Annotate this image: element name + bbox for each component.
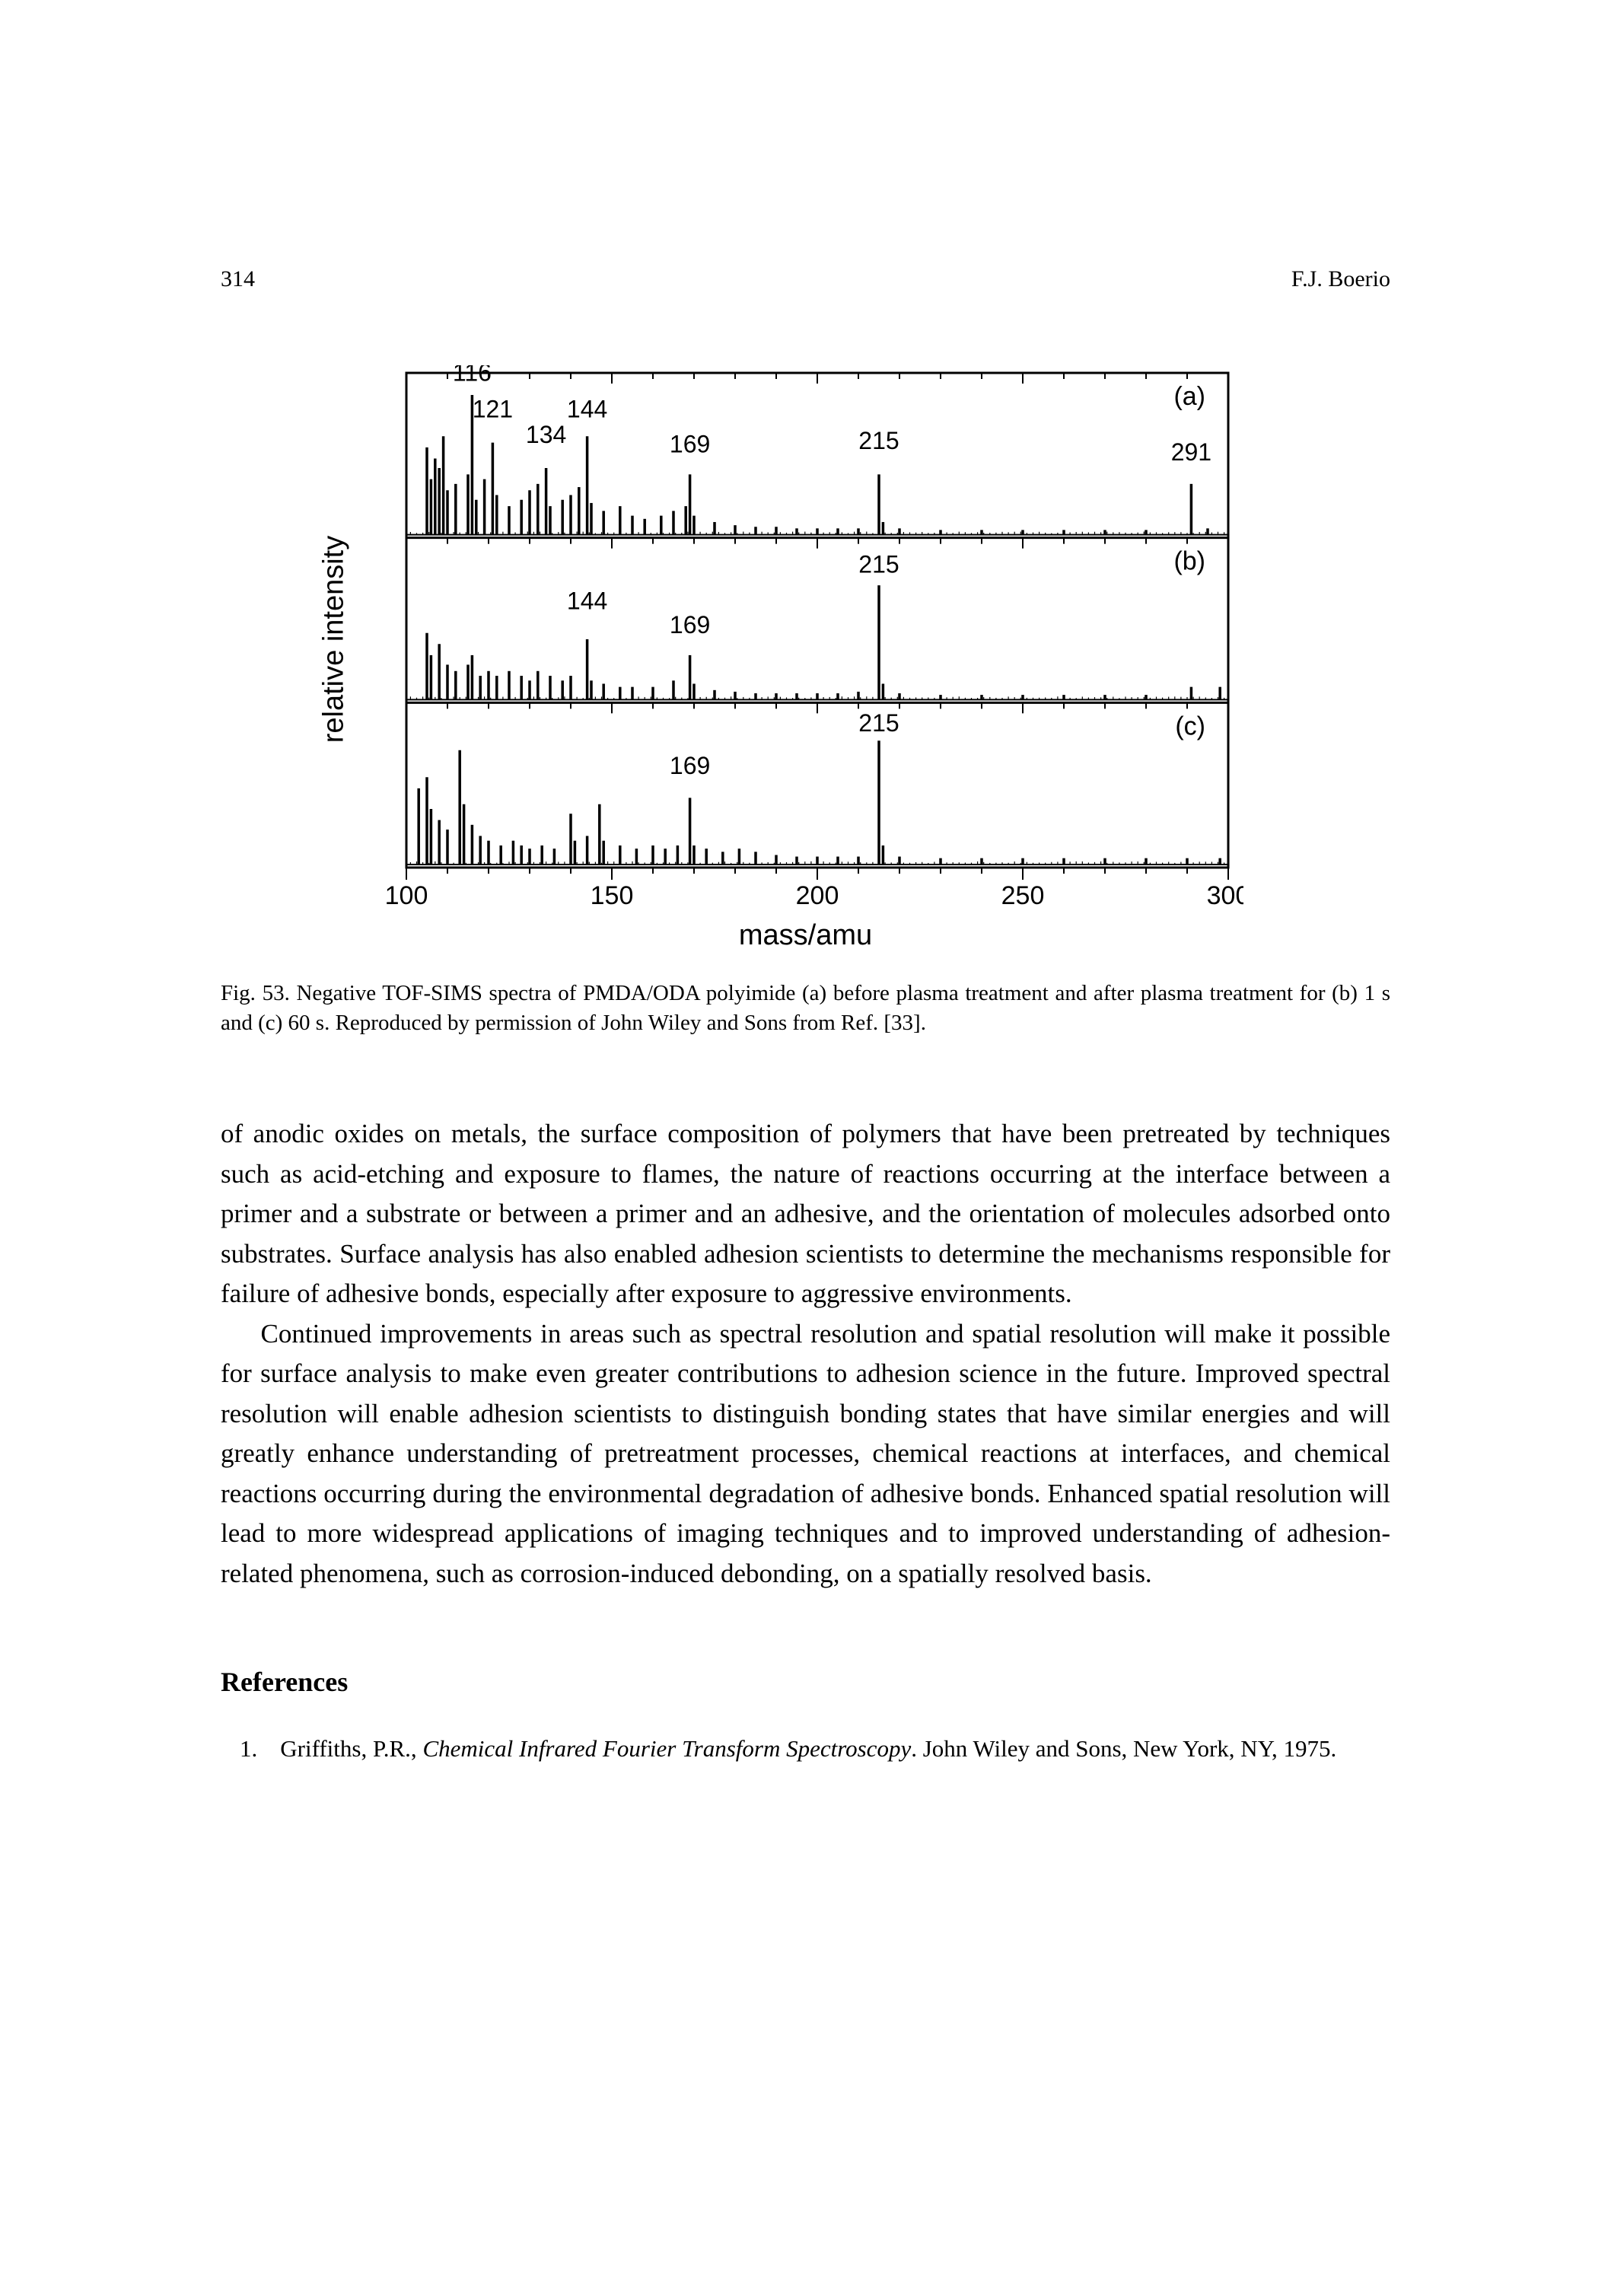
figure-caption: Fig. 53. Negative TOF-SIMS spectra of PM…: [221, 979, 1390, 1038]
x-axis-label: mass/amu: [739, 919, 872, 952]
svg-text:116: 116: [452, 365, 491, 386]
body-text: of anodic oxides on metals, the surface …: [221, 1114, 1390, 1594]
paragraph-1: of anodic oxides on metals, the surface …: [221, 1114, 1390, 1314]
svg-text:(c): (c): [1175, 712, 1205, 740]
reference-number: 1.: [221, 1732, 257, 1766]
figure-53: relative intensity 116121134144169215291…: [221, 365, 1390, 1038]
svg-text:134: 134: [525, 421, 565, 448]
svg-text:215: 215: [858, 551, 899, 578]
spectrum-chart: 116121134144169215291(a)144169215(b)1692…: [368, 365, 1243, 913]
paragraph-2: Continued improvements in areas such as …: [221, 1314, 1390, 1594]
page-header: 314 F.J. Boerio: [221, 266, 1390, 292]
svg-text:121: 121: [472, 395, 512, 422]
references-heading: References: [221, 1666, 1390, 1698]
page-number: 314: [221, 266, 255, 292]
svg-text:150: 150: [590, 881, 633, 910]
svg-text:200: 200: [795, 881, 839, 910]
svg-text:300: 300: [1206, 881, 1243, 910]
svg-text:100: 100: [384, 881, 428, 910]
svg-text:169: 169: [669, 430, 709, 457]
reference-item: 1. Griffiths, P.R., Chemical Infrared Fo…: [221, 1732, 1390, 1766]
svg-text:(b): (b): [1173, 547, 1205, 576]
svg-text:250: 250: [1001, 881, 1044, 910]
svg-text:291: 291: [1170, 438, 1211, 466]
chart-wrapper: relative intensity 116121134144169215291…: [368, 365, 1243, 913]
svg-text:169: 169: [669, 611, 709, 638]
svg-text:144: 144: [566, 588, 607, 615]
reference-text: Griffiths, P.R., Chemical Infrared Fouri…: [280, 1732, 1390, 1766]
y-axis-label: relative intensity: [317, 536, 350, 743]
svg-text:169: 169: [669, 752, 709, 779]
svg-text:(a): (a): [1173, 382, 1205, 411]
author-name: F.J. Boerio: [1291, 266, 1390, 292]
reference-list: 1. Griffiths, P.R., Chemical Infrared Fo…: [221, 1732, 1390, 1766]
svg-text:215: 215: [858, 709, 899, 737]
svg-text:144: 144: [566, 395, 607, 422]
svg-text:215: 215: [858, 427, 899, 454]
